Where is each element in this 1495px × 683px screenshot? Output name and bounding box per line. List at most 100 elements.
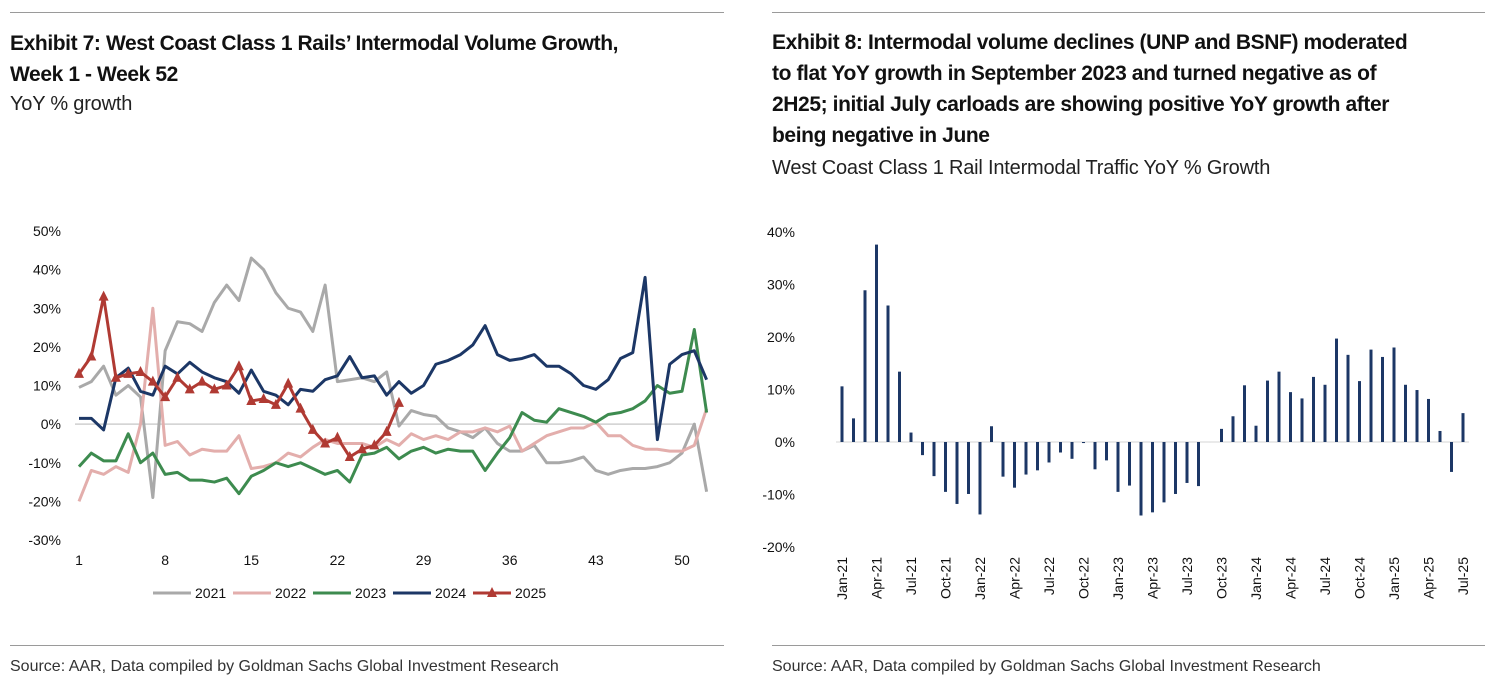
data-point-2025: [160, 391, 171, 402]
data-point-2025: [258, 393, 269, 404]
data-point-2025: [270, 398, 281, 409]
bar-Jun-24: [1312, 376, 1315, 442]
bar-May-25: [1438, 430, 1442, 442]
data-point-2025: [233, 360, 244, 371]
bar-Jan-24: [1254, 425, 1258, 442]
y-tick-label: 0%: [775, 434, 795, 450]
y-tick-label: 40%: [33, 262, 61, 278]
x-tick-label: 50: [674, 552, 690, 568]
bar-Aug-23: [1197, 442, 1200, 487]
data-point-2025: [344, 450, 355, 461]
bar-Nov-22: [1093, 442, 1097, 470]
data-point-2025: [283, 377, 294, 388]
bar-Mar-24: [1277, 371, 1281, 442]
legend-label-2025: 2025: [515, 585, 546, 601]
data-point-2025: [295, 402, 306, 413]
exhibit8-title: Exhibit 8: Intermodal volume declines (U…: [772, 27, 1408, 151]
x-tick-label: Apr-25: [1421, 557, 1437, 599]
bar-Apr-21: [875, 244, 878, 442]
x-tick-label: Oct-22: [1076, 557, 1092, 599]
bar-Mar-21: [863, 290, 867, 442]
x-tick-label: Jul-23: [1179, 557, 1195, 595]
x-tick-label: Apr-23: [1145, 557, 1161, 599]
bar-Sep-24: [1346, 354, 1350, 442]
data-point-2025: [98, 290, 109, 301]
series-line-2021: [78, 256, 709, 500]
bar-Feb-21: [852, 418, 855, 442]
bar-Nov-23: [1231, 416, 1235, 442]
x-tick-label: 1: [75, 552, 83, 568]
bar-Jun-22: [1036, 442, 1039, 471]
data-point-2025: [197, 375, 208, 386]
bar-Mar-22: [1001, 442, 1005, 477]
data-point-2025: [381, 425, 392, 436]
data-point-2025: [86, 350, 97, 361]
bar-Feb-22: [990, 426, 993, 442]
x-tick-label: 29: [416, 552, 432, 568]
bar-Dec-23: [1243, 385, 1246, 442]
bar-Sep-21: [932, 442, 936, 477]
exhibit7-subtitle: YoY % growth: [10, 93, 133, 115]
bar-Dec-22: [1105, 442, 1108, 461]
bar-Apr-25: [1427, 398, 1430, 442]
data-point-2025: [147, 375, 158, 386]
data-point-2025: [172, 371, 183, 382]
bar-Oct-22: [1082, 442, 1085, 444]
data-point-2025: [123, 367, 134, 378]
x-tick-label: Jan-25: [1386, 557, 1402, 600]
y-tick-label: -10%: [762, 487, 795, 503]
x-tick-label: 15: [243, 552, 259, 568]
data-point-2025: [332, 431, 343, 442]
bar-Jul-24: [1323, 384, 1327, 442]
y-tick-label: -20%: [762, 539, 795, 555]
y-tick-label: 40%: [767, 224, 795, 240]
bar-Oct-24: [1358, 381, 1361, 442]
bar-Jul-21: [909, 432, 913, 442]
y-tick-label: 0%: [41, 416, 61, 432]
legend-marker-2025: [487, 587, 497, 597]
exhibit7-source: Source: AAR, Data compiled by Goldman Sa…: [10, 658, 559, 675]
x-tick-label: Jul-22: [1041, 557, 1057, 595]
data-point-2025: [135, 365, 146, 376]
x-tick-label: Apr-22: [1007, 557, 1023, 599]
bar-Apr-23: [1151, 442, 1154, 513]
y-tick-label: 10%: [33, 378, 61, 394]
data-point-2025: [357, 443, 368, 454]
data-point-2025: [307, 423, 318, 434]
bar-Oct-21: [944, 442, 947, 492]
y-tick-label: 20%: [33, 339, 61, 355]
data-point-2025: [320, 437, 331, 448]
bar-Jan-23: [1116, 442, 1120, 492]
data-point-2025: [369, 439, 380, 450]
exhibit7-title: Exhibit 7: West Coast Class 1 Rails’ Int…: [10, 28, 618, 90]
x-tick-label: Jan-22: [972, 557, 988, 600]
x-tick-label: 22: [330, 552, 346, 568]
bar-Dec-21: [967, 442, 970, 494]
bar-Feb-25: [1404, 384, 1407, 442]
bar-May-24: [1300, 398, 1304, 442]
data-point-2025: [110, 371, 121, 382]
data-point-2025: [246, 394, 257, 405]
series-line-2024: [79, 275, 708, 442]
bar-Aug-21: [921, 442, 924, 456]
x-tick-label: 43: [588, 552, 604, 568]
legend-label-2021: 2021: [195, 585, 226, 601]
legend-label-2024: 2024: [435, 585, 466, 601]
x-tick-label: 8: [161, 552, 169, 568]
bar-Jan-21: [840, 386, 844, 442]
bar-Aug-22: [1059, 442, 1062, 453]
bar-Aug-24: [1335, 338, 1338, 442]
bar-Jul-23: [1185, 442, 1189, 483]
x-tick-label: Oct-24: [1352, 557, 1368, 599]
x-tick-label: Oct-21: [938, 557, 954, 599]
exhibit8-title-line2: to flat YoY growth in September 2023 and…: [772, 62, 1377, 85]
y-tick-label: -30%: [28, 532, 61, 548]
bar-May-22: [1024, 442, 1028, 475]
bar-Jun-25: [1450, 442, 1453, 472]
bar-Nov-21: [955, 442, 959, 504]
bar-Oct-23: [1220, 428, 1223, 442]
y-tick-label: 20%: [767, 329, 795, 345]
data-point-2025: [74, 367, 84, 378]
x-tick-label: 36: [502, 552, 518, 568]
bar-May-21: [886, 305, 890, 442]
